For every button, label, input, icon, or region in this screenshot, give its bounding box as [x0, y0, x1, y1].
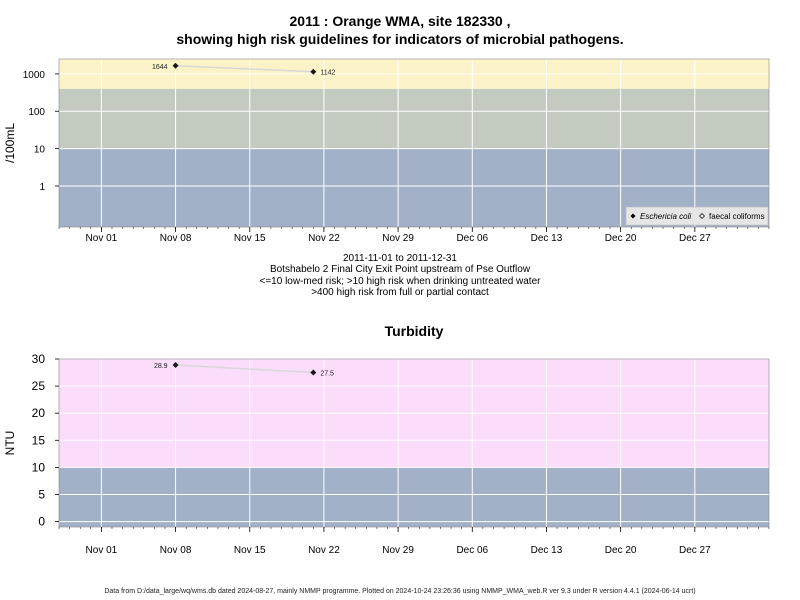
data-label: 1142 [320, 70, 335, 77]
panel-title: Turbidity [385, 323, 444, 339]
risk-band-1 [59, 467, 769, 527]
x-tick-label: Dec 06 [456, 545, 488, 556]
y-axis-label: NTU [3, 431, 17, 456]
data-label: 27.5 [320, 371, 334, 378]
x-tick-label: Dec 27 [679, 233, 711, 244]
x-tick-label: Dec 13 [531, 545, 563, 556]
y-tick-label: 30 [32, 352, 46, 366]
chart-panel-2: 0 5 10 15 20 25 30 Nov 01 Nov 08 Nov 15 Nov 22 Nov … [3, 323, 770, 556]
y-tick-label: 10 [32, 460, 46, 474]
chart-title-line-1: 2011 : Orange WMA, site 182330 , [289, 13, 511, 29]
x-tick-label: Dec 20 [605, 233, 637, 244]
x-tick-label: Nov 22 [308, 545, 340, 556]
x-tick-label: Nov 29 [382, 233, 414, 244]
y-tick-label: 1 [39, 182, 45, 193]
series-line [175, 364, 314, 374]
x-tick-label: Dec 13 [531, 233, 563, 244]
data-point [172, 62, 179, 69]
chart-title-line-2: showing high risk guidelines for indicat… [176, 31, 624, 47]
plot-frame [58, 58, 770, 228]
y-axis-label: /100mL [3, 123, 17, 163]
legend-label: Eschericia coli [640, 212, 691, 221]
data-point [310, 369, 317, 376]
x-tick-label: Dec 06 [456, 233, 488, 244]
y-tick-label: 0 [38, 515, 45, 529]
caption-risk-contact: >400 high risk from full or partial cont… [311, 287, 489, 298]
y-tick-label: 1000 [23, 70, 46, 81]
data-point [310, 68, 317, 75]
y-tick-label: 15 [32, 433, 46, 447]
x-tick-label: Nov 08 [160, 545, 192, 556]
legend-label: faecal coliforms [709, 212, 765, 221]
data-label: 1644 [152, 64, 168, 71]
y-tick-label: 20 [32, 406, 46, 420]
x-tick-label: Dec 27 [679, 545, 711, 556]
caption-date-range: 2011-11-01 to 2011-12-31 [343, 253, 457, 264]
x-tick-label: Dec 20 [605, 545, 637, 556]
x-tick-label: Nov 29 [382, 545, 414, 556]
data-label: 28.9 [154, 363, 168, 370]
caption-site-name: Botshabelo 2 Final City Exit Point upstr… [269, 264, 531, 275]
plot-frame [58, 358, 770, 528]
y-tick-label: 100 [28, 107, 45, 118]
x-tick-label: Nov 01 [86, 233, 118, 244]
x-tick-label: Nov 22 [308, 233, 340, 244]
y-tick-label: 25 [32, 379, 46, 393]
x-tick-label: Nov 01 [86, 545, 118, 556]
series-line [175, 65, 314, 73]
data-point [172, 361, 179, 368]
x-tick-label: Nov 08 [160, 233, 192, 244]
x-tick-label: Nov 15 [234, 233, 266, 244]
y-tick-label: 5 [38, 487, 45, 501]
risk-band-2 [59, 88, 769, 149]
chart-panel-1: 1 10 100 1000 Nov 01 Nov 08 Nov 15 Nov 22 Nov 29… [3, 58, 770, 244]
caption-risk-drinking: <=10 low-med risk; >10 high risk when dr… [259, 276, 541, 287]
legend-marker-open-diamond [699, 213, 705, 219]
legend-marker-filled-diamond [630, 213, 636, 219]
footer-note: Data from D:/data_large/wq/wms.db dated … [104, 588, 696, 595]
y-tick-label: 10 [34, 145, 46, 156]
x-tick-label: Nov 15 [234, 545, 266, 556]
legend-box [625, 206, 769, 226]
